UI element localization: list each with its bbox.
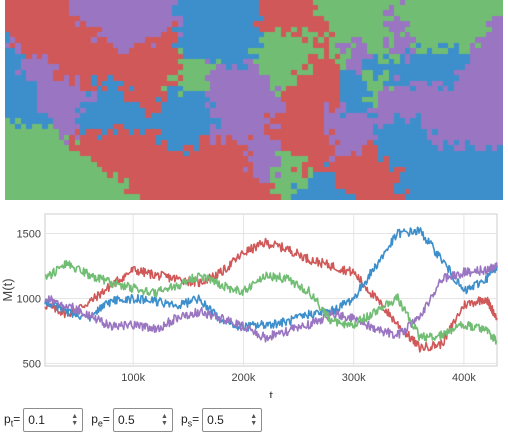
series-line-4 xyxy=(44,259,498,345)
ps-stepper[interactable]: ▲ ▼ xyxy=(202,408,263,432)
chevron-down-icon[interactable]: ▼ xyxy=(161,420,168,427)
pe-spin-buttons[interactable]: ▲ ▼ xyxy=(161,413,168,427)
pt-spin-buttons[interactable]: ▲ ▼ xyxy=(71,413,78,427)
x-tick-label: 300k xyxy=(342,372,366,384)
lattice-grid xyxy=(5,0,503,200)
series-line-3 xyxy=(44,262,498,343)
pe-stepper[interactable]: ▲ ▼ xyxy=(112,408,173,432)
chevron-down-icon[interactable]: ▼ xyxy=(250,420,258,427)
y-tick-label: 1000 xyxy=(17,293,41,305)
plot-area xyxy=(44,213,498,367)
x-tick-label: 400k xyxy=(452,372,476,384)
param-pe: pe= ▲ ▼ xyxy=(91,408,173,432)
lattice-canvas xyxy=(5,0,503,200)
series-line-1 xyxy=(44,237,498,353)
chevron-down-icon[interactable]: ▼ xyxy=(71,420,79,427)
chevron-up-icon[interactable]: ▲ xyxy=(250,413,258,420)
magnetization-chart[interactable]: 100k 200k 300k 400k 500 1000 1500 t M(t) xyxy=(0,208,508,398)
series-line-2 xyxy=(44,226,498,332)
param-ps-label: ps= xyxy=(180,411,200,429)
chevron-up-icon[interactable]: ▲ xyxy=(161,413,168,420)
x-axis-title: t xyxy=(269,388,273,398)
pt-input[interactable] xyxy=(28,413,65,427)
x-tick-label: 200k xyxy=(232,372,256,384)
pt-stepper[interactable]: ▲ ▼ xyxy=(23,408,84,432)
param-pt: pt= ▲ ▼ xyxy=(4,408,84,432)
param-pt-label: pt= xyxy=(4,411,21,429)
y-axis-title: M(t) xyxy=(0,278,15,301)
pe-input[interactable] xyxy=(117,413,154,427)
y-tick-label: 1500 xyxy=(17,228,41,240)
x-tick-label: 100k xyxy=(121,372,145,384)
param-pe-label: pe= xyxy=(91,411,110,429)
parameter-controls: pt= ▲ ▼ pe= ▲ ▼ ps= ▲ ▼ xyxy=(4,405,504,435)
param-ps: ps= ▲ ▼ xyxy=(180,408,263,432)
y-tick-label: 500 xyxy=(23,358,41,370)
chart-svg[interactable]: 100k 200k 300k 400k 500 1000 1500 t M(t) xyxy=(0,208,508,398)
ps-input[interactable] xyxy=(207,413,244,427)
chevron-up-icon[interactable]: ▲ xyxy=(71,413,79,420)
ps-spin-buttons[interactable]: ▲ ▼ xyxy=(250,413,257,427)
